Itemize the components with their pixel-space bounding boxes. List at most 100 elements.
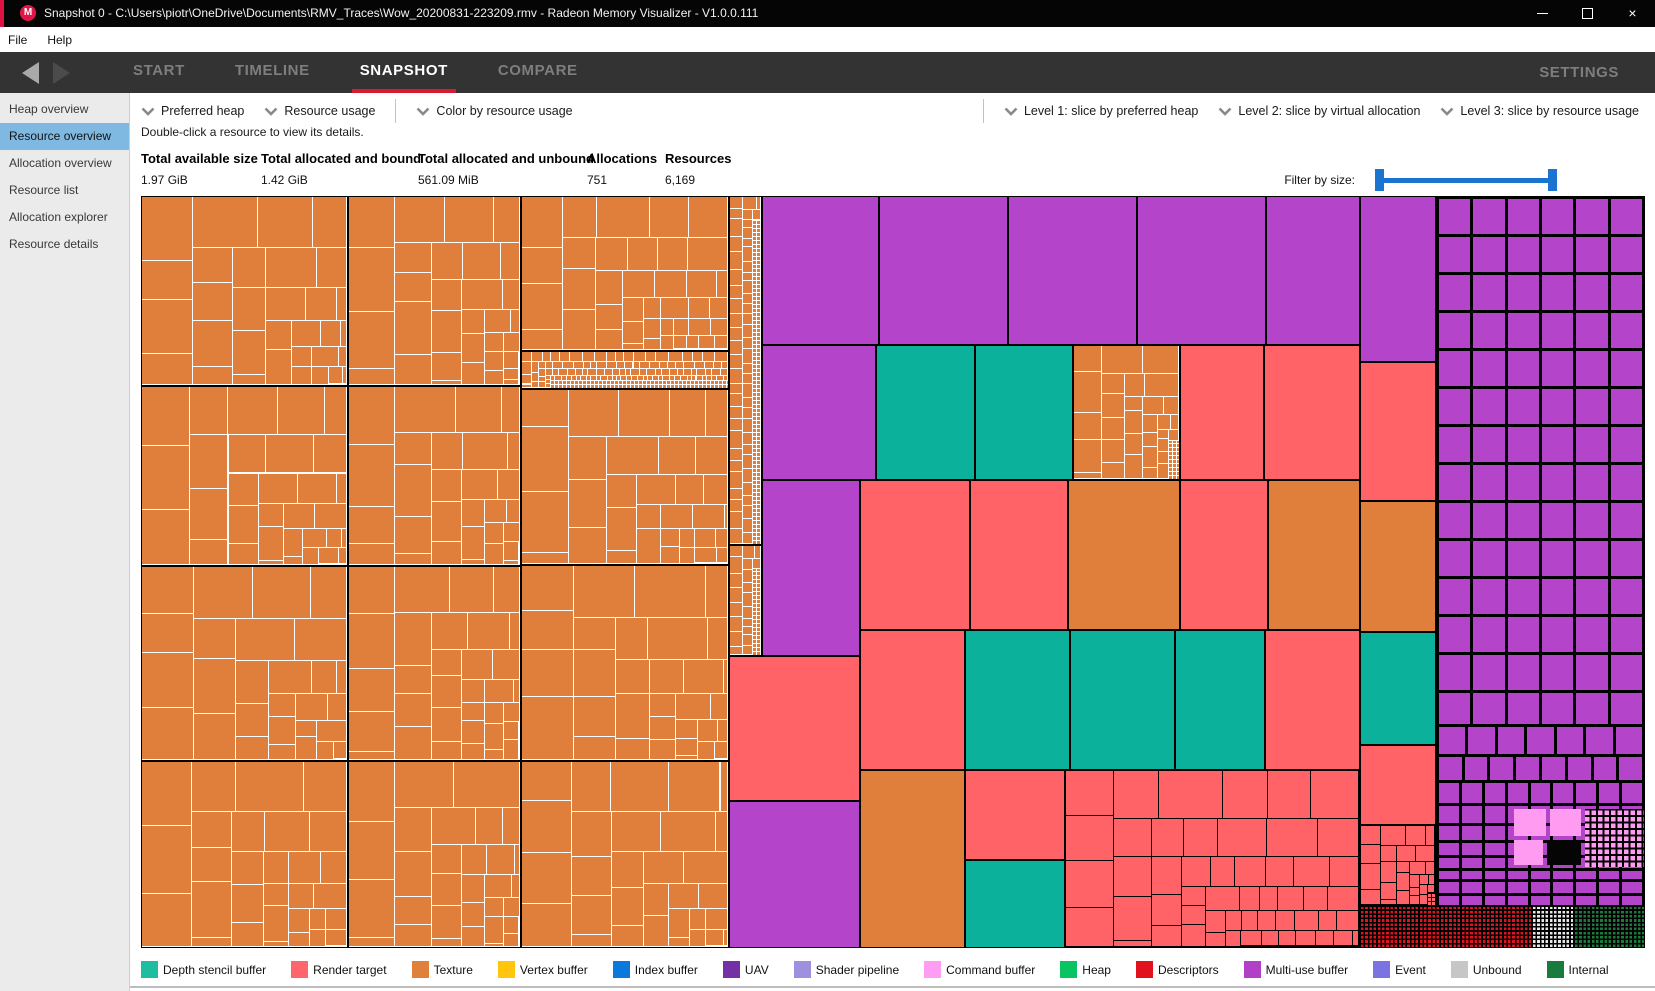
treemap-block[interactable] bbox=[976, 346, 1072, 479]
treemap-cell[interactable] bbox=[1484, 782, 1505, 803]
treemap-block[interactable] bbox=[1585, 809, 1644, 867]
treemap-cell[interactable] bbox=[743, 505, 753, 518]
treemap-cell[interactable] bbox=[432, 542, 461, 564]
treemap-cell[interactable] bbox=[1473, 502, 1505, 538]
treemap-cell[interactable] bbox=[658, 437, 695, 474]
treemap-cell[interactable] bbox=[658, 375, 662, 380]
treemap-cell[interactable] bbox=[675, 375, 680, 380]
treemap-cell[interactable] bbox=[1239, 886, 1259, 911]
treemap-cell[interactable] bbox=[569, 480, 606, 527]
treemap-cell[interactable] bbox=[1125, 455, 1143, 478]
treemap-cell[interactable] bbox=[1426, 861, 1434, 874]
treemap-cell[interactable] bbox=[432, 650, 461, 675]
treemap-cell[interactable] bbox=[1296, 930, 1315, 946]
treemap-block[interactable] bbox=[1267, 197, 1359, 344]
treemap-cell[interactable] bbox=[227, 387, 277, 435]
treemap-cell[interactable] bbox=[192, 881, 231, 938]
treemap-block[interactable] bbox=[1514, 840, 1543, 865]
treemap-cell[interactable] bbox=[1066, 861, 1113, 908]
treemap-cell[interactable] bbox=[192, 812, 231, 848]
treemap-cell[interactable] bbox=[349, 368, 395, 384]
treemap-cell[interactable] bbox=[522, 697, 574, 759]
sidebar-item-resource-details[interactable]: Resource details bbox=[9, 237, 99, 251]
treemap-cell[interactable] bbox=[485, 333, 504, 351]
treemap-cell[interactable] bbox=[342, 528, 346, 548]
treemap-cell[interactable] bbox=[730, 208, 743, 219]
treemap-cell[interactable] bbox=[522, 566, 574, 610]
treemap-cell[interactable] bbox=[607, 361, 617, 369]
treemap-cell[interactable] bbox=[730, 588, 743, 603]
treemap-cell[interactable] bbox=[542, 352, 550, 361]
treemap-cell[interactable] bbox=[190, 539, 228, 564]
treemap-cell[interactable] bbox=[395, 694, 432, 726]
treemap-cell[interactable] bbox=[1303, 886, 1328, 911]
treemap-cell[interactable] bbox=[1610, 654, 1643, 690]
treemap-cell[interactable] bbox=[349, 751, 395, 759]
treemap-cell[interactable] bbox=[1507, 895, 1528, 905]
treemap-cell[interactable] bbox=[715, 352, 727, 361]
treemap-block[interactable] bbox=[349, 387, 520, 565]
treemap-cell[interactable] bbox=[1438, 426, 1471, 462]
treemap-cell[interactable] bbox=[1352, 930, 1358, 946]
treemap-cell[interactable] bbox=[313, 883, 346, 909]
treemap-cell[interactable] bbox=[228, 505, 259, 544]
treemap-cell[interactable] bbox=[743, 559, 753, 569]
treemap-cell[interactable] bbox=[289, 883, 313, 909]
treemap-cell[interactable] bbox=[612, 375, 616, 380]
treemap-cell[interactable] bbox=[647, 369, 655, 375]
treemap-cell[interactable] bbox=[432, 845, 461, 873]
treemap-cell[interactable] bbox=[545, 384, 550, 387]
treemap-cell[interactable] bbox=[695, 547, 716, 563]
treemap-cell[interactable] bbox=[485, 703, 504, 723]
treemap-cell-cluster[interactable] bbox=[753, 220, 761, 544]
treemap-cell[interactable] bbox=[723, 660, 727, 693]
treemap-cell[interactable] bbox=[265, 435, 314, 473]
treemap-cell[interactable] bbox=[395, 197, 444, 243]
treemap-cell[interactable] bbox=[743, 496, 753, 505]
treemap-cell[interactable] bbox=[730, 449, 743, 460]
treemap-cell[interactable] bbox=[730, 603, 743, 616]
treemap-cell[interactable] bbox=[493, 197, 519, 243]
treemap-cell[interactable] bbox=[596, 329, 622, 349]
treemap-cell[interactable] bbox=[545, 375, 550, 380]
treemap-cell[interactable] bbox=[660, 812, 716, 851]
treemap-cell[interactable] bbox=[1541, 578, 1574, 614]
treemap-cell[interactable] bbox=[1310, 771, 1358, 818]
treemap-cell[interactable] bbox=[395, 553, 432, 564]
treemap-cell[interactable] bbox=[192, 197, 257, 247]
treemap-cell[interactable] bbox=[583, 361, 590, 369]
treemap-cell[interactable] bbox=[1567, 756, 1591, 780]
treemap-cell[interactable] bbox=[295, 619, 346, 660]
treemap-cell[interactable] bbox=[485, 750, 504, 759]
treemap-cell[interactable] bbox=[617, 361, 625, 369]
treemap-cell[interactable] bbox=[1170, 415, 1178, 429]
close-button[interactable]: × bbox=[1628, 5, 1637, 21]
treemap-cell[interactable] bbox=[531, 361, 539, 372]
treemap-cell[interactable] bbox=[1381, 826, 1406, 846]
treemap-block[interactable] bbox=[861, 481, 969, 629]
treemap-cell[interactable] bbox=[1415, 846, 1434, 861]
settings-button[interactable]: SETTINGS bbox=[1539, 64, 1619, 81]
treemap-cell[interactable] bbox=[349, 197, 395, 247]
preferred-heap-dropdown[interactable]: Preferred heap bbox=[141, 104, 244, 118]
treemap-cell[interactable] bbox=[329, 367, 343, 384]
treemap-block[interactable] bbox=[1176, 631, 1264, 769]
treemap-cell[interactable] bbox=[1619, 756, 1643, 780]
treemap-cell[interactable] bbox=[1507, 350, 1539, 386]
level2-slice-dropdown[interactable]: Level 2: slice by virtual allocation bbox=[1218, 104, 1420, 118]
treemap-cell[interactable] bbox=[432, 939, 461, 946]
treemap-cell[interactable] bbox=[1610, 464, 1643, 500]
treemap-cell[interactable] bbox=[336, 288, 346, 320]
treemap-cell[interactable] bbox=[756, 197, 760, 210]
treemap-cell[interactable] bbox=[616, 693, 649, 738]
treemap-cell[interactable] bbox=[622, 271, 655, 297]
treemap-cell[interactable] bbox=[590, 361, 597, 369]
treemap-cell[interactable] bbox=[1211, 856, 1235, 886]
treemap-cell[interactable] bbox=[669, 937, 689, 946]
treemap-block[interactable] bbox=[730, 197, 761, 544]
treemap-cell[interactable] bbox=[616, 660, 649, 693]
treemap-cell[interactable] bbox=[743, 384, 753, 398]
treemap-cell[interactable] bbox=[1530, 881, 1551, 893]
treemap-cell[interactable] bbox=[1438, 881, 1459, 893]
size-range-slider[interactable] bbox=[1375, 169, 1557, 191]
